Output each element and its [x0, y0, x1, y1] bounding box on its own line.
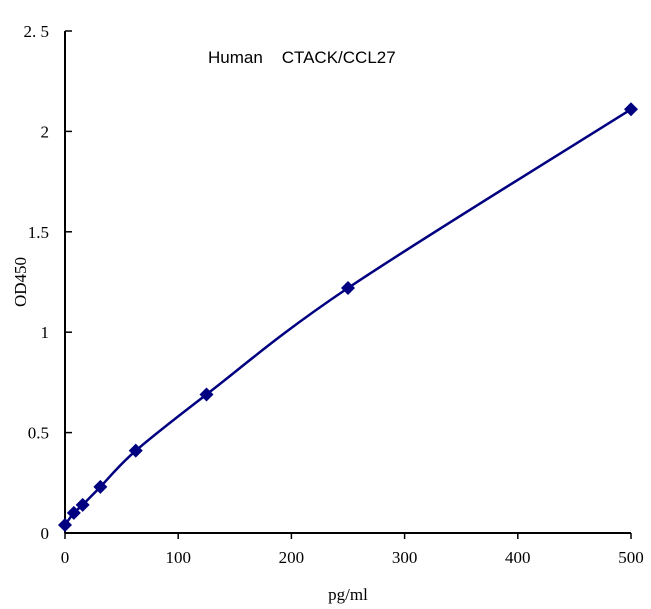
- data-point: [128, 443, 143, 458]
- y-tick-label: 0: [41, 524, 50, 543]
- y-tick-label: 1: [41, 323, 50, 342]
- data-point: [66, 505, 81, 520]
- y-tick-label: 1.5: [28, 223, 49, 242]
- data-point: [199, 387, 214, 402]
- x-tick-label: 300: [392, 548, 418, 567]
- data-point: [93, 479, 108, 494]
- fitted-curve: [63, 108, 632, 526]
- x-tick-label: 0: [61, 548, 70, 567]
- y-tick-label: 0.5: [28, 424, 49, 443]
- chart-title: Human CTACK/CCL27: [208, 48, 396, 67]
- data-point: [341, 281, 355, 296]
- y-tick-label: 2. 5: [24, 22, 50, 41]
- x-tick-label: 200: [279, 548, 305, 567]
- x-tick-label: 500: [618, 548, 644, 567]
- x-tick-label: 100: [165, 548, 191, 567]
- x-tick-label: 400: [505, 548, 531, 567]
- data-point: [58, 517, 72, 532]
- data-point: [624, 102, 638, 117]
- y-tick-label: 2: [41, 122, 50, 141]
- y-axis-label: OD450: [11, 257, 30, 307]
- data-point: [75, 497, 90, 512]
- x-axis-label: pg/ml: [328, 585, 368, 604]
